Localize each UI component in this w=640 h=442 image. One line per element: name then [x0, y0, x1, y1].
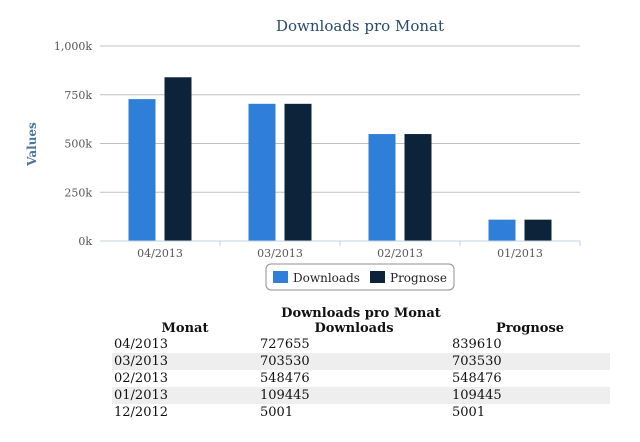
cell-monat: 04/2013 — [114, 337, 169, 352]
cell-downloads: 548476 — [260, 371, 310, 386]
bar-downloads-03-2013[interactable] — [248, 103, 276, 242]
bar-prognose-01-2013[interactable] — [524, 219, 552, 241]
y-axis-title: Values — [25, 122, 39, 167]
bars — [128, 77, 552, 242]
cell-downloads: 109445 — [258, 387, 450, 404]
cell-monat: 02/2013 — [114, 371, 169, 386]
legend-label-prognose[interactable]: Prognose — [390, 271, 447, 285]
y-tick-label: 250k — [64, 186, 92, 199]
bar-downloads-04-2013[interactable] — [128, 99, 156, 242]
table-row: 03/2013 703530 703530 — [112, 353, 610, 370]
cell-monat: 12/2012 — [114, 405, 169, 420]
x-tick-label: 04/2013 — [137, 247, 183, 260]
legend-swatch-prognose[interactable] — [370, 271, 385, 283]
header-monat: Monat — [161, 321, 209, 336]
bar-prognose-04-2013[interactable] — [164, 77, 192, 241]
bar-downloads-02-2013[interactable] — [368, 134, 396, 241]
cell-downloads: 727655 — [260, 337, 310, 352]
cell-prognose: 703530 — [450, 353, 610, 370]
cell-downloads: 703530 — [258, 353, 450, 370]
y-tick-label: 0k — [78, 235, 92, 248]
data-table: Downloads pro Monat Monat Downloads Prog… — [112, 306, 610, 421]
cell-downloads: 5001 — [260, 405, 294, 420]
legend: Downloads Prognose — [265, 263, 455, 291]
header-downloads: Downloads — [314, 321, 394, 336]
cell-prognose: 839610 — [452, 337, 502, 352]
table-row: 02/2013 548476 548476 — [112, 370, 610, 387]
y-tick-label: 750k — [64, 89, 92, 102]
x-tick-label: 01/2013 — [497, 247, 543, 260]
cell-prognose: 548476 — [452, 371, 502, 386]
table-caption: Downloads pro Monat — [281, 306, 441, 321]
x-tick-label: 03/2013 — [257, 247, 303, 260]
bar-chart: Downloads pro Monat Values 0k 250k 500k 750… — [25, 17, 581, 291]
cell-monat: 01/2013 — [112, 387, 258, 404]
cell-prognose: 109445 — [450, 387, 610, 404]
table-row: 04/2013 727655 839610 — [112, 336, 610, 353]
x-axis-ticks: 04/2013 03/2013 02/2013 01/2013 — [137, 241, 581, 260]
header-prognose: Prognose — [495, 321, 565, 336]
legend-box — [265, 263, 455, 291]
cell-prognose: 5001 — [452, 405, 486, 420]
y-tick-label: 500k — [64, 138, 92, 151]
table-header-row: Monat Downloads Prognose — [112, 321, 610, 336]
x-tick-label: 02/2013 — [377, 247, 423, 260]
bar-prognose-03-2013[interactable] — [284, 103, 312, 242]
y-tick-label: 1,000k — [54, 40, 92, 53]
table-row: 01/2013 109445 109445 — [112, 387, 610, 404]
cell-monat: 03/2013 — [112, 353, 258, 370]
table-row: 12/2012 5001 5001 — [112, 404, 610, 421]
legend-swatch-downloads[interactable] — [273, 271, 288, 283]
bar-downloads-01-2013[interactable] — [488, 219, 516, 241]
legend-label-downloads[interactable]: Downloads — [293, 271, 360, 285]
y-axis-ticks: 0k 250k 500k 750k 1,000k — [54, 40, 92, 248]
chart-title: Downloads pro Monat — [276, 17, 444, 35]
bar-prognose-02-2013[interactable] — [404, 134, 432, 241]
